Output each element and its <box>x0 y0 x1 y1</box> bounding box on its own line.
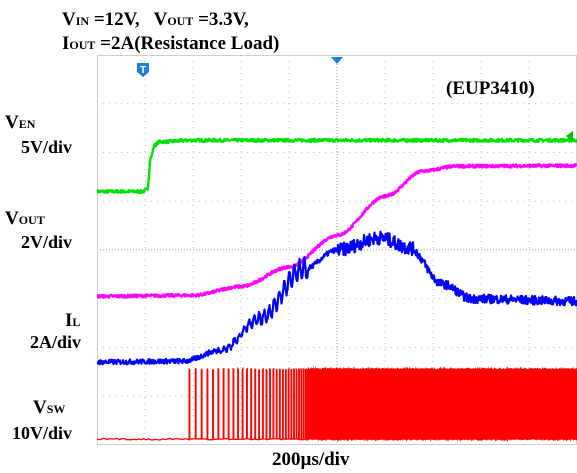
trigger-position-icon <box>137 63 149 77</box>
ch2-scale: 2V/div <box>21 232 73 252</box>
ch1-scale: 5V/div <box>21 137 73 157</box>
ch4-scale: 10V/div <box>12 423 73 443</box>
vsw-dense-region <box>305 369 577 440</box>
vin-label: VIN =12V, <box>62 9 140 30</box>
il-trace <box>97 230 577 366</box>
part-label: (EUP3410) <box>446 78 535 99</box>
scope-traces <box>97 137 577 443</box>
vout-label: VOUT =3.3V, <box>153 9 249 30</box>
ch3-label: IL <box>65 310 81 331</box>
header-line-2: IOUT =2A(Resistance Load) <box>62 33 280 54</box>
ch3-scale: 2A/div <box>30 332 82 352</box>
ven-trace <box>97 137 577 194</box>
ch4-label: VSW <box>33 397 66 418</box>
oscilloscope-screen: T <box>97 55 577 445</box>
trigger-t-icon: T <box>140 65 146 76</box>
center-marker-icon <box>331 57 343 64</box>
vout-trace <box>97 163 577 299</box>
scope-markers: T <box>137 57 573 141</box>
ch1-label: VEN <box>5 112 36 133</box>
header-line-1: VIN =12V, VOUT =3.3V, <box>62 10 249 29</box>
ch1-level-arrow-icon <box>566 131 573 141</box>
ch2-label: VOUT <box>5 208 45 229</box>
timebase-label: 200µs/div <box>272 449 350 470</box>
